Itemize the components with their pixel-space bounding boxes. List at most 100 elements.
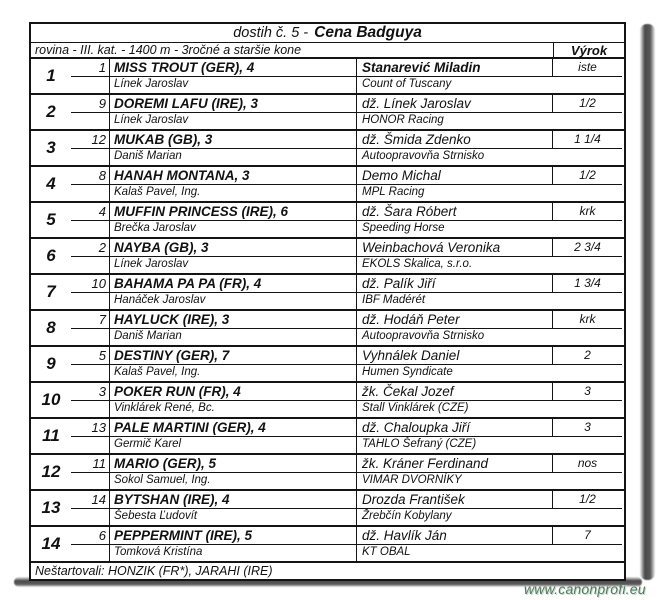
start-number: 7 <box>71 311 109 329</box>
result-row: 5 4 MUFFIN PRINCESS (IRE), 6 dž. Šara Ró… <box>31 203 624 239</box>
jockey-name: Demo Michal <box>356 167 552 185</box>
owner-name: Žrebčín Kobylany <box>356 509 622 525</box>
start-number: 4 <box>71 203 109 221</box>
verdict-margin: krk <box>552 311 622 329</box>
horse-name: MUFFIN PRINCESS (IRE), 6 <box>109 203 356 221</box>
verdict-margin: 2 <box>552 347 622 365</box>
verdict-margin: 1/2 <box>552 95 622 113</box>
trainer-name: Sokol Samuel, Ing. <box>109 473 356 489</box>
finish-position: 8 <box>46 318 56 337</box>
owner-name: Autoopravovňa Strnisko <box>356 149 622 165</box>
owner-name: Autoopravovňa Strnisko <box>356 329 622 345</box>
jockey-name: Stanarević Miladin <box>356 59 552 77</box>
result-row: 1 1 MISS TROUT (GER), 4 Stanarević Milad… <box>31 59 624 95</box>
result-row: 10 3 POKER RUN (FR), 4 žk. Čekal Jozef 3… <box>31 383 624 419</box>
horse-name: DESTINY (GER), 7 <box>109 347 356 365</box>
jockey-name: dž. Hodáň Peter <box>356 311 552 329</box>
result-row: 4 8 HANAH MONTANA, 3 Demo Michal 1/2 Kal… <box>31 167 624 203</box>
horse-name: BAHAMA PA PA (FR), 4 <box>109 275 356 293</box>
result-row: 13 14 BYTSHAN (IRE), 4 Drozda František … <box>31 491 624 527</box>
result-row: 11 13 PALE MARTINI (GER), 4 dž. Chaloupk… <box>31 419 624 455</box>
jockey-name: žk. Čekal Jozef <box>356 383 552 401</box>
start-number: 8 <box>71 167 109 185</box>
trainer-name: Hanáček Jaroslav <box>109 293 356 309</box>
trainer-name: Línek Jaroslav <box>109 77 356 93</box>
finish-position: 9 <box>46 354 56 373</box>
trainer-name: Germič Karel <box>109 437 356 453</box>
result-row: 8 7 HAYLUCK (IRE), 3 dž. Hodáň Peter krk… <box>31 311 624 347</box>
owner-name: Count of Tuscany <box>356 77 622 93</box>
jockey-name: dž. Šmida Zdenko <box>356 131 552 149</box>
owner-name: VIMAR DVORNÍKY <box>356 473 622 489</box>
finish-position: 10 <box>41 390 61 409</box>
finish-position: 13 <box>41 498 61 517</box>
trainer-name: Šebesta Ľudovít <box>109 509 356 525</box>
race-results-table: dostih č. 5 - Cena Badguya rovina - III. … <box>29 22 626 581</box>
jockey-name: dž. Šara Róbert <box>356 203 552 221</box>
trainer-name: Línek Jaroslav <box>109 257 356 273</box>
horse-name: DOREMI LAFU (IRE), 3 <box>109 95 356 113</box>
finish-position: 5 <box>46 210 56 229</box>
horse-name: HANAH MONTANA, 3 <box>109 167 356 185</box>
horse-name: MARIO (GER), 5 <box>109 455 356 473</box>
verdict-margin: 1 3/4 <box>552 275 622 293</box>
horse-name: MUKAB (GB), 3 <box>109 131 356 149</box>
page-drop-shadow-right <box>640 24 655 580</box>
finish-position: 7 <box>46 282 56 301</box>
verdict-margin: 7 <box>552 527 622 545</box>
finish-position: 12 <box>41 462 61 481</box>
horse-name: PALE MARTINI (GER), 4 <box>109 419 356 437</box>
jockey-name: dž. Chaloupka Jiří <box>356 419 552 437</box>
jockey-name: dž. Palík Jiří <box>356 275 552 293</box>
owner-name: Humen Syndicate <box>356 365 622 381</box>
verdict-margin: 1/2 <box>552 491 622 509</box>
verdict-margin: 3 <box>552 419 622 437</box>
verdict-column-header: Výrok <box>553 43 624 58</box>
result-row: 7 10 BAHAMA PA PA (FR), 4 dž. Palík Jiří… <box>31 275 624 311</box>
verdict-margin: nos <box>552 455 622 473</box>
watermark-url: www.canonprofi.eu <box>524 581 646 597</box>
owner-name: HONOR Racing <box>356 113 622 129</box>
start-number: 2 <box>71 239 109 257</box>
result-row: 6 2 NAYBA (GB), 3 Weinbachová Veronika 2… <box>31 239 624 275</box>
start-number: 14 <box>71 491 109 509</box>
horse-name: NAYBA (GB), 3 <box>109 239 356 257</box>
jockey-name: dž. Línek Jaroslav <box>356 95 552 113</box>
jockey-name: Vyhnálek Daniel <box>356 347 552 365</box>
verdict-margin: krk <box>552 203 622 221</box>
verdict-margin: 3 <box>552 383 622 401</box>
race-number: dostih č. 5 - <box>233 25 309 41</box>
jockey-name: Weinbachová Veronika <box>356 239 552 257</box>
horse-name: BYTSHAN (IRE), 4 <box>109 491 356 509</box>
start-number: 9 <box>71 95 109 113</box>
trainer-name: Daniš Marian <box>109 329 356 345</box>
race-name: Cena Badguya <box>314 24 422 41</box>
result-row: 2 9 DOREMI LAFU (IRE), 3 dž. Línek Jaros… <box>31 95 624 131</box>
finish-position: 14 <box>41 534 61 553</box>
verdict-margin: 1 1/4 <box>552 131 622 149</box>
owner-name: Speeding Horse <box>356 221 622 237</box>
trainer-name: Daniš Marian <box>109 149 356 165</box>
owner-name: KT OBAL <box>356 545 622 561</box>
start-number: 6 <box>71 527 109 545</box>
trainer-name: Línek Jaroslav <box>109 113 356 129</box>
trainer-name: Kalaš Pavel, Ing. <box>109 185 356 201</box>
horse-name: PEPPERMINT (IRE), 5 <box>109 527 356 545</box>
race-title: dostih č. 5 - Cena Badguya <box>31 24 624 43</box>
start-number: 12 <box>71 131 109 149</box>
finish-position: 4 <box>46 174 56 193</box>
horse-name: HAYLUCK (IRE), 3 <box>109 311 356 329</box>
verdict-margin: 1/2 <box>552 167 622 185</box>
start-number: 10 <box>71 275 109 293</box>
start-number: 11 <box>71 455 109 473</box>
trainer-name: Vinklárek René, Bc. <box>109 401 356 417</box>
jockey-name: žk. Kráner Ferdinand <box>356 455 552 473</box>
owner-name: Stall Vinklárek (CZE) <box>356 401 622 417</box>
horse-name: MISS TROUT (GER), 4 <box>109 59 356 77</box>
finish-position: 1 <box>46 66 56 85</box>
finish-position: 11 <box>42 426 60 445</box>
owner-name: MPL Racing <box>356 185 622 201</box>
start-number: 5 <box>71 347 109 365</box>
owner-name: EKOLS Skalica, s.r.o. <box>356 257 622 273</box>
owner-name: TAHLO Šefraný (CZE) <box>356 437 622 453</box>
